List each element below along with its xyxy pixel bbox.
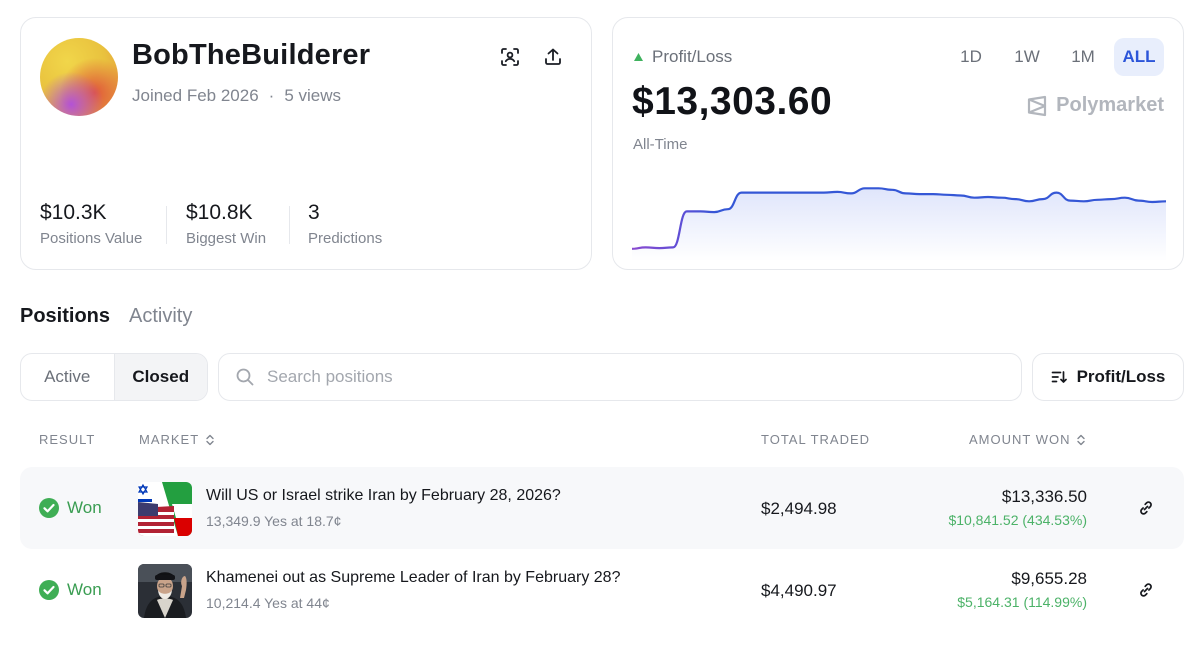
total-traded: $2,494.98 [761,499,837,518]
sort-button[interactable]: Profit/Loss [1032,353,1184,401]
total-traded: $4,490.97 [761,581,837,600]
header-total-traded: TOTAL TRADED [761,432,870,447]
amount-won-cell: $13,336.50 $10,841.52 (434.53%) [948,487,1087,528]
range-tab-1m[interactable]: 1M [1071,47,1095,66]
amount-won: $9,655.28 [1011,569,1087,588]
sort-toggle-icon [206,434,214,445]
header-amount-won-label: AMOUNT WON [969,432,1071,447]
link-icon [1140,583,1152,597]
range-tab-1d[interactable]: 1D [960,47,982,66]
link-icon [1140,501,1152,515]
polymarket-logo-icon [1028,95,1047,116]
header-market-label: MARKET [139,432,200,447]
copy-link-button[interactable] [1136,580,1156,600]
stat-label: Predictions [308,230,383,247]
check-circle-icon [39,580,59,600]
avatar[interactable] [40,38,118,116]
search-input[interactable] [267,367,967,387]
search-icon [236,368,254,386]
profile-card: BobTheBuilderer Joined Feb 2026 · 5 view… [20,17,592,270]
stat-divider [166,206,167,244]
stat-value: $10.8K [186,201,253,224]
search-box [218,353,1022,401]
market-thumbnail[interactable] [138,482,192,536]
view-count: 5 views [284,86,342,105]
stat-predictions: 3 Predictions [308,201,382,247]
stat-positions-value: $10.3K Positions Value [40,201,142,247]
filter-active-button[interactable]: Active [44,367,91,386]
khamenei-portrait-icon [138,564,192,618]
range-tab-all[interactable]: ALL [1114,38,1164,76]
market-title[interactable]: Will US or Israel strike Iran by Februar… [206,487,561,504]
table-row[interactable]: Won Will US or Israel strike Iran by Feb… [20,467,1184,549]
profit-gain: $10,841.52 (434.53%) [948,512,1087,528]
pnl-chart-area [632,188,1166,261]
tab-positions[interactable]: Positions [20,305,111,327]
stat-label: Biggest Win [186,230,267,247]
pnl-chart-line [632,187,1166,250]
sort-label: Profit/Loss [1076,367,1166,386]
range-tabs: 1D 1W 1M ALL [946,38,1164,76]
joined-date: Joined Feb 2026 [132,86,259,105]
sort-toggle-icon [1077,434,1086,445]
market-position: 13,349.9 Yes at 18.7¢ [206,513,342,529]
pnl-chart [632,187,1166,261]
pnl-card: Profit/Loss $13,303.60 All-Time 1D 1W 1M… [612,17,1184,270]
brand-name: Polymarket [1056,94,1164,116]
main-tabs: Positions Activity [20,305,192,328]
profit-gain: $5,164.31 (114.99%) [957,594,1087,610]
share-icon [545,48,561,65]
copy-link-button[interactable] [1136,498,1156,518]
header-amount-won[interactable]: AMOUNT WON [969,432,1086,447]
amount-won-cell: $9,655.28 $5,164.31 (114.99%) [957,569,1087,610]
market-position: 10,214.4 Yes at 44¢ [206,595,330,611]
header-result: RESULT [39,432,95,447]
header-result-label: RESULT [39,432,96,447]
pnl-label: Profit/Loss [633,47,732,67]
range-tab-1w[interactable]: 1W [1014,47,1040,66]
sort-icon [1051,371,1067,383]
tab-activity[interactable]: Activity [129,305,193,327]
share-button[interactable] [540,44,566,70]
username: BobTheBuilderer [132,39,371,71]
stat-value: 3 [308,201,320,224]
result-cell: Won [39,498,102,518]
pnl-period: All-Time [633,136,688,153]
triangle-up-icon [634,53,643,61]
stat-value: $10.3K [40,201,107,224]
market-thumbnail[interactable] [138,564,192,618]
table-row[interactable]: Won Khamenei out as Supreme Leader of Ir… [20,549,1184,631]
status-toggle: Active Closed [20,353,208,401]
stat-biggest-win: $10.8K Biggest Win [186,201,266,247]
meta-separator: · [268,86,275,105]
amount-won: $13,336.50 [1001,487,1087,506]
profile-meta: Joined Feb 2026 · 5 views [132,86,341,106]
filter-closed-button[interactable]: Closed [113,354,207,400]
check-circle-icon [39,498,59,518]
result-label: Won [67,498,102,517]
market-title[interactable]: Khamenei out as Supreme Leader of Iran b… [206,569,621,586]
pnl-label-text: Profit/Loss [652,47,733,66]
header-total-traded-label: TOTAL TRADED [761,432,871,447]
us-israel-iran-flags-icon [138,482,192,536]
result-cell: Won [39,580,102,600]
result-label: Won [67,580,102,599]
header-market[interactable]: MARKET [139,432,215,447]
qr-scan-button[interactable] [497,44,523,70]
pnl-value: $13,303.60 [632,80,833,123]
stat-divider [289,206,290,244]
brand: Polymarket [1026,94,1164,117]
scan-icon [501,48,519,66]
stat-label: Positions Value [40,230,143,247]
